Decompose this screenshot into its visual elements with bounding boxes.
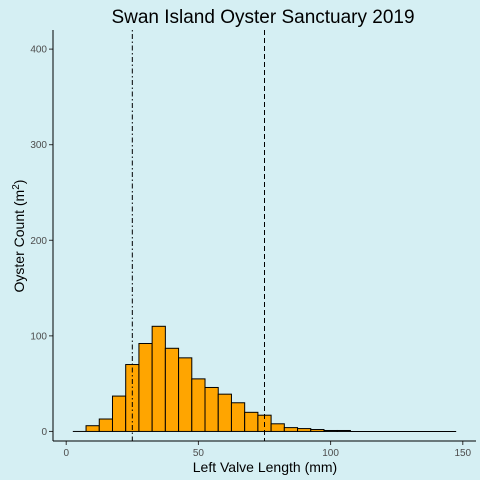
histogram-bar — [178, 357, 193, 432]
y-tick-label: 400 — [30, 45, 47, 56]
x-tick-label: 150 — [454, 448, 471, 459]
y-axis-label-superscript: 2 — [11, 184, 22, 190]
histogram-bar — [270, 423, 285, 432]
histogram-bar — [244, 411, 259, 432]
histogram-bar — [164, 347, 180, 432]
x-axis-ticks: 0 50 100 150 — [63, 441, 472, 459]
histogram-bar — [204, 386, 219, 432]
y-tick-label: 100 — [30, 331, 47, 342]
y-tick-label: 0 — [41, 427, 47, 438]
histogram-bar — [297, 428, 312, 432]
y-axis-label-close: ) — [11, 180, 27, 185]
histogram-bars — [72, 325, 457, 432]
histogram-bar — [85, 425, 100, 432]
histogram-bar — [283, 427, 299, 432]
x-axis-label: Left Valve Length (mm) — [193, 459, 337, 475]
histogram-bar — [111, 395, 127, 432]
chart-title: Swan Island Oyster Sanctuary 2019 — [111, 7, 414, 28]
histogram-bar — [138, 343, 153, 432]
histogram-bar — [191, 378, 206, 432]
y-axis-label: Oyster Count (m2) — [11, 180, 27, 293]
histogram-bar — [336, 429, 351, 432]
reference-lines — [131, 30, 265, 441]
histogram-bar — [310, 429, 325, 432]
y-axis-label-main: Oyster Count (m — [11, 190, 27, 293]
histogram-bar — [323, 429, 338, 432]
histogram-bar — [151, 325, 166, 432]
y-tick-label: 200 — [30, 236, 47, 247]
x-tick-label: 0 — [63, 448, 69, 459]
histogram-bar — [98, 418, 113, 432]
x-tick-label: 50 — [193, 448, 205, 459]
y-axis-ticks: 0 100 200 300 400 — [30, 45, 53, 438]
histogram-bar — [217, 393, 232, 432]
histogram-bar — [230, 402, 246, 432]
y-tick-label: 300 — [30, 140, 47, 151]
x-tick-label: 100 — [322, 448, 339, 459]
